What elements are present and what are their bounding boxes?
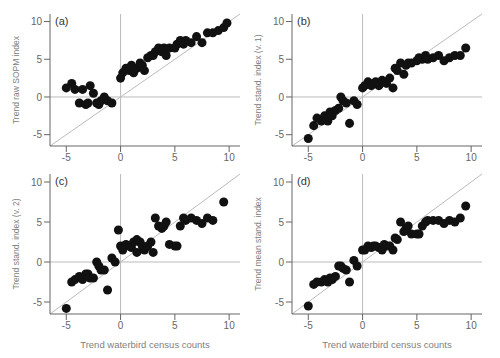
svg-text:5: 5 [36,54,42,65]
svg-text:-5: -5 [275,129,284,140]
svg-text:10: 10 [31,16,43,27]
svg-text:-5: -5 [33,297,42,308]
svg-text:10: 10 [466,320,478,331]
svg-text:5: 5 [414,152,420,163]
svg-text:0: 0 [36,257,42,268]
svg-text:5: 5 [172,320,178,331]
svg-text:0: 0 [278,257,284,268]
svg-text:-5: -5 [275,297,284,308]
svg-text:-5: -5 [62,320,71,331]
svg-text:Trend mean stand. index: Trend mean stand. index [253,196,263,290]
svg-text:0: 0 [278,92,284,103]
svg-text:Trend stand. index (v. 1): Trend stand. index (v. 1) [253,34,263,125]
svg-text:5: 5 [172,152,178,163]
svg-text:Trend waterbird census counts: Trend waterbird census counts [322,339,452,350]
svg-text:10: 10 [224,152,236,163]
svg-text:-5: -5 [62,152,71,163]
svg-text:5: 5 [278,54,284,65]
svg-text:-5: -5 [33,129,42,140]
svg-text:Trend raw SOPM index: Trend raw SOPM index [11,35,21,124]
svg-text:0: 0 [118,152,124,163]
svg-text:10: 10 [466,152,478,163]
svg-text:0: 0 [360,152,366,163]
svg-text:0: 0 [36,92,42,103]
svg-text:10: 10 [224,320,236,331]
svg-text:-5: -5 [304,320,313,331]
svg-text:10: 10 [273,16,285,27]
svg-text:Trend waterbird census counts: Trend waterbird census counts [80,339,210,350]
svg-text:Trend stand. index (v. 2): Trend stand. index (v. 2) [11,198,21,289]
svg-text:5: 5 [414,320,420,331]
svg-text:10: 10 [273,177,285,188]
html-text:(c): (c) [55,175,68,187]
svg-text:5: 5 [36,217,42,228]
svg-text:0: 0 [118,320,124,331]
html-text:(b): (b) [297,15,311,27]
svg-text:-5: -5 [304,152,313,163]
html-text:(d): (d) [297,175,311,187]
svg-text:0: 0 [360,320,366,331]
html-text:(a): (a) [55,15,69,27]
svg-text:10: 10 [31,177,43,188]
svg-text:5: 5 [278,217,284,228]
